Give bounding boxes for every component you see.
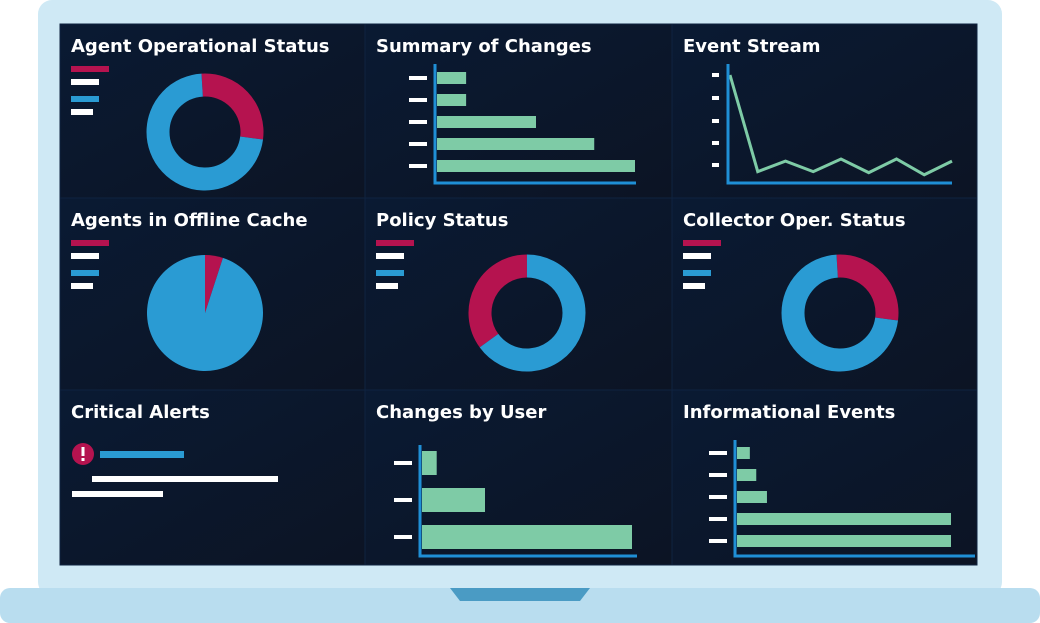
panel-title: Policy Status <box>376 210 508 231</box>
bar <box>422 525 632 549</box>
y-tick-dash <box>409 76 427 80</box>
bar <box>437 94 467 106</box>
donut-segment <box>201 73 264 140</box>
legend-swatch <box>71 79 99 85</box>
y-tick-dash <box>712 73 719 77</box>
y-tick-dash <box>712 96 719 100</box>
legend-swatch <box>683 253 711 259</box>
bar <box>437 138 595 150</box>
legend-swatch <box>71 66 109 72</box>
alert-line <box>72 491 163 497</box>
y-tick-dash <box>712 163 719 167</box>
dashboard: Agent Operational Status Summary of Chang… <box>59 23 978 566</box>
y-tick-dash <box>712 141 719 145</box>
panel-title: Agents in Offline Cache <box>71 210 308 231</box>
axis <box>418 445 637 558</box>
alert-line <box>100 451 184 458</box>
panel-title: Critical Alerts <box>71 402 210 423</box>
bar <box>737 535 951 547</box>
legend-swatch <box>683 283 705 289</box>
panel-title: Event Stream <box>683 36 820 57</box>
bar <box>737 513 951 525</box>
legend-swatch <box>71 283 93 289</box>
notch <box>450 588 590 601</box>
bar <box>437 160 635 172</box>
y-tick-dash <box>709 473 727 477</box>
axis <box>726 64 952 185</box>
y-tick-dash <box>709 539 727 543</box>
donut-segment <box>479 254 586 372</box>
donut-segment <box>146 73 264 191</box>
bar <box>737 469 757 481</box>
donut-segment <box>781 254 899 372</box>
legend-swatch <box>683 240 721 246</box>
y-tick-dash <box>394 498 412 502</box>
donut-segment <box>468 254 528 348</box>
bar <box>422 488 485 512</box>
line-series <box>728 74 953 177</box>
alert-line <box>92 476 278 482</box>
panel-title: Informational Events <box>683 402 895 423</box>
alert-mark <box>81 447 85 456</box>
legend-swatch <box>376 270 404 276</box>
y-tick-dash <box>709 495 727 499</box>
legend-swatch <box>71 96 99 102</box>
legend-swatch <box>71 240 109 246</box>
bar <box>737 491 767 503</box>
donut-segment <box>836 254 899 321</box>
y-tick-dash <box>709 451 727 455</box>
legend-swatch <box>683 270 711 276</box>
bar <box>737 447 750 459</box>
legend-swatch <box>376 253 404 259</box>
axis <box>433 64 636 185</box>
bar <box>422 451 437 475</box>
y-tick-dash <box>394 461 412 465</box>
y-tick-dash <box>712 119 719 123</box>
panel <box>671 23 978 199</box>
y-tick-dash <box>709 517 727 521</box>
axis <box>733 440 975 558</box>
panel-title: Summary of Changes <box>376 36 592 57</box>
y-tick-dash <box>394 535 412 539</box>
y-tick-dash <box>409 164 427 168</box>
base <box>0 588 1040 623</box>
legend-swatch <box>71 253 99 259</box>
bar <box>437 72 467 84</box>
legend-swatch <box>71 109 93 115</box>
y-tick-dash <box>409 142 427 146</box>
panel-title: Changes by User <box>376 402 546 423</box>
pie-slice <box>205 255 223 313</box>
legend-swatch <box>376 283 398 289</box>
legend-swatch <box>376 240 414 246</box>
alert-dot <box>81 458 85 461</box>
bar <box>437 116 536 128</box>
pie-slice <box>147 255 264 371</box>
legend-swatch <box>71 270 99 276</box>
y-tick-dash <box>409 98 427 102</box>
panel-title: Agent Operational Status <box>71 36 330 57</box>
panel-title: Collector Oper. Status <box>683 210 906 231</box>
y-tick-dash <box>409 120 427 124</box>
